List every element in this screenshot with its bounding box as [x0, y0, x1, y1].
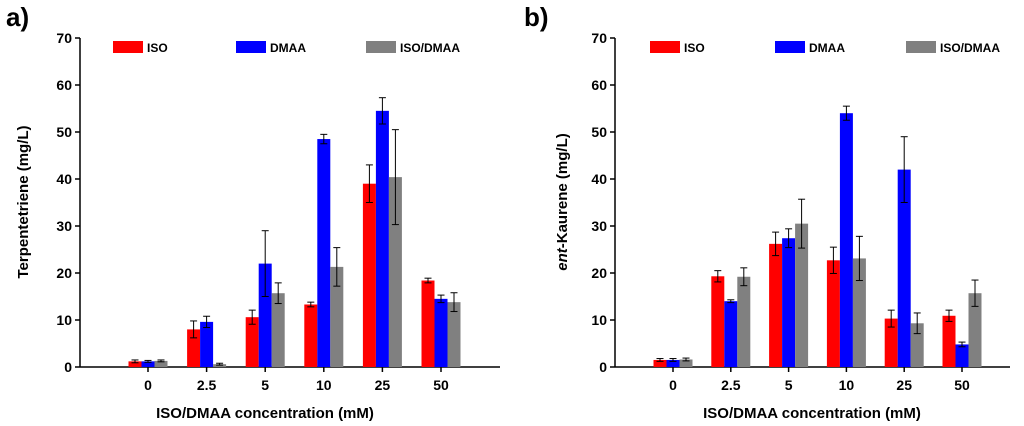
x-tick-label: 25 [896, 377, 912, 393]
x-ticks: 0 2.5 5 10 25 50 [144, 367, 449, 393]
bar-dmaa [317, 139, 331, 367]
legend-swatch [113, 41, 143, 53]
bar-iso-dmaa [330, 266, 344, 367]
bar-iso [362, 183, 376, 367]
x-tick-label: 50 [433, 377, 449, 393]
y-tick-label: 70 [56, 30, 72, 46]
bar-dmaa [782, 238, 796, 367]
y-tick-label: 30 [591, 218, 607, 234]
legend-swatch [906, 41, 936, 53]
bar-iso-dmaa [154, 360, 168, 367]
bar-iso-dmaa [852, 258, 866, 367]
x-tick-label: 0 [144, 377, 152, 393]
y-tick-label: 10 [591, 312, 607, 328]
x-ticks: 0 2.5 5 10 25 50 [669, 367, 970, 393]
x-tick-label: 25 [375, 377, 391, 393]
x-axis-title: ISO/DMAA concentration (mM) [156, 405, 374, 422]
x-tick-label: 5 [261, 377, 269, 393]
bar-iso-dmaa [968, 293, 982, 367]
bar-iso-dmaa [271, 293, 285, 367]
legend-swatch [236, 41, 266, 53]
y-tick-label: 0 [64, 359, 72, 375]
panel-label: b) [524, 2, 549, 32]
bar-dmaa [724, 301, 738, 367]
x-axis-title: ISO/DMAA concentration (mM) [703, 405, 921, 422]
y-tick-label: 60 [591, 77, 607, 93]
legend-label: DMAA [270, 41, 306, 55]
y-axis-title-text: -Kaurene (mg/L) [554, 133, 571, 248]
panel-b: b) 0 10 20 30 40 50 60 70 0 2.5 5 10 25 50 ISO/DMAA … [524, 2, 1010, 422]
y-tick-label: 20 [56, 265, 72, 281]
bar-dmaa [375, 110, 389, 367]
bar-iso [187, 329, 201, 367]
x-tick-label: 2.5 [197, 377, 217, 393]
bar-dmaa [666, 359, 680, 367]
bar-iso-dmaa [447, 302, 461, 367]
bars [653, 105, 982, 367]
bar-iso [304, 304, 318, 367]
legend-swatch [366, 41, 396, 53]
bar-dmaa [258, 263, 272, 367]
bars [128, 97, 461, 367]
legend-label: ISO [684, 41, 705, 55]
y-tick-label: 0 [599, 359, 607, 375]
legend-label: ISO/DMAA [400, 41, 460, 55]
y-tick-label: 10 [56, 312, 72, 328]
bar-iso-dmaa [795, 223, 809, 367]
y-tick-label: 60 [56, 77, 72, 93]
legend: ISO DMAA ISO/DMAA [650, 41, 1000, 55]
x-tick-label: 0 [669, 377, 677, 393]
y-tick-label: 40 [56, 171, 72, 187]
x-tick-label: 50 [954, 377, 970, 393]
y-axis-title: ent-Kaurene (mg/L) [554, 133, 571, 271]
panel-a: a) 0 10 20 30 40 50 60 70 0 2.5 5 10 25 50 ISO/DMAA … [6, 2, 500, 422]
bar-iso [769, 243, 783, 367]
x-tick-label: 5 [785, 377, 793, 393]
y-ticks: 0 10 20 30 40 50 60 70 [591, 30, 615, 375]
x-tick-label: 2.5 [721, 377, 741, 393]
legend-swatch [775, 41, 805, 53]
y-axis-title-italic: ent [554, 247, 571, 271]
bar-iso [128, 361, 142, 367]
bar-dmaa [141, 361, 155, 367]
legend-label: DMAA [809, 41, 845, 55]
y-tick-label: 20 [591, 265, 607, 281]
y-tick-label: 50 [56, 124, 72, 140]
bar-iso [942, 315, 956, 367]
bar-iso [245, 317, 259, 367]
bar-dmaa [955, 344, 969, 367]
bar-iso [653, 359, 667, 367]
bar-iso-dmaa [910, 323, 924, 367]
x-tick-label: 10 [316, 377, 332, 393]
legend-label: ISO [147, 41, 168, 55]
legend-swatch [650, 41, 680, 53]
bar-dmaa [897, 169, 911, 367]
legend-label: ISO/DMAA [940, 41, 1000, 55]
y-tick-label: 30 [56, 218, 72, 234]
y-ticks: 0 10 20 30 40 50 60 70 [56, 30, 80, 375]
bar-iso-dmaa [737, 276, 751, 367]
bar-iso [421, 280, 435, 367]
bar-iso-dmaa [679, 359, 693, 367]
panel-label: a) [6, 2, 29, 32]
y-axis-title-text: Terpentetriene (mg/L) [15, 125, 32, 278]
legend: ISO DMAA ISO/DMAA [113, 41, 460, 55]
bar-iso [884, 318, 898, 367]
y-tick-label: 50 [591, 124, 607, 140]
y-tick-label: 70 [591, 30, 607, 46]
y-axis-title: Terpentetriene (mg/L) [15, 125, 32, 278]
x-tick-label: 10 [839, 377, 855, 393]
y-tick-label: 40 [591, 171, 607, 187]
bar-iso [711, 276, 725, 367]
bar-iso [826, 260, 840, 367]
bar-dmaa [839, 113, 853, 367]
bar-dmaa [434, 298, 448, 367]
bar-dmaa [200, 321, 214, 367]
